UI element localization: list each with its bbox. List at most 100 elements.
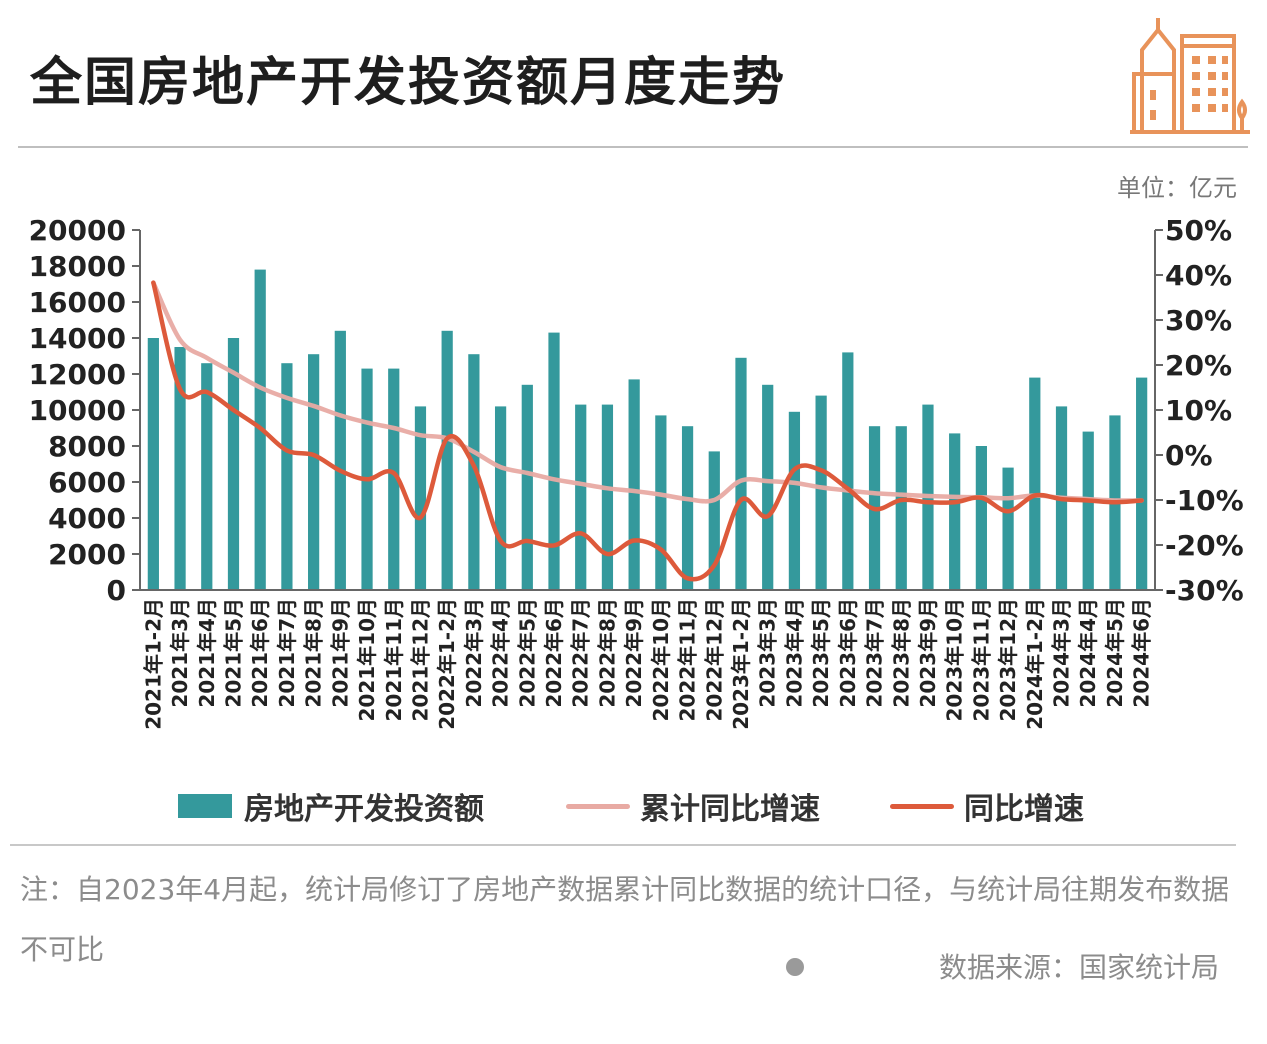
- x-tick-label: 2022年12月: [702, 598, 726, 722]
- bar: [949, 433, 961, 590]
- legend-swatch-yoy: [890, 803, 954, 809]
- x-tick-label: 2021年3月: [168, 598, 192, 708]
- legend-label-yoy: 同比增速: [964, 792, 1084, 827]
- yoy-line: [151, 280, 1144, 582]
- legend-label-bars: 房地产开发投资额: [244, 792, 484, 827]
- y2-tick-label: 40%: [1165, 259, 1232, 292]
- x-tick-label: 2023年4月: [782, 598, 806, 708]
- footer-divider: [10, 844, 1236, 846]
- bar: [708, 451, 720, 590]
- y-tick-label: 20000: [29, 214, 126, 247]
- x-tick-label: 2021年12月: [408, 598, 432, 722]
- x-tick-label: 2023年9月: [916, 598, 940, 708]
- bar: [174, 347, 186, 590]
- x-tick-label: 2023年6月: [836, 598, 860, 708]
- y-tick-label: 2000: [48, 538, 126, 571]
- bar: [441, 330, 453, 590]
- x-tick-label: 2022年3月: [462, 598, 486, 708]
- x-tick-label: 2021年1-2月: [141, 598, 165, 730]
- bar: [281, 363, 293, 590]
- bar: [201, 363, 213, 590]
- y-tick-label: 4000: [48, 502, 126, 535]
- x-tick-label: 2024年1-2月: [1023, 598, 1047, 730]
- legend-label-cumulative: 累计同比增速: [640, 792, 820, 827]
- x-tick-label: 2022年5月: [515, 598, 539, 708]
- bar: [494, 406, 507, 590]
- x-tick-label: 2022年4月: [489, 598, 513, 708]
- x-tick-label: 2023年11月: [969, 598, 993, 722]
- x-tick-label: 2022年9月: [622, 598, 646, 708]
- y-tick-label: 10000: [29, 394, 126, 427]
- legend-item-bars: 房地产开发投资额: [178, 784, 484, 828]
- chart-legend: 房地产开发投资额 累计同比增速 同比增速: [0, 784, 1267, 828]
- bar: [575, 404, 587, 590]
- bar: [762, 384, 774, 590]
- legend-swatch-bars: [178, 794, 232, 818]
- bar: [147, 338, 159, 590]
- x-tick-label: 2022年1-2月: [435, 598, 459, 730]
- bar: [601, 404, 614, 590]
- bar: [788, 411, 801, 590]
- y-tick-label: 14000: [29, 322, 126, 355]
- y2-tick-label: 50%: [1165, 214, 1232, 247]
- x-tick-label: 2023年5月: [809, 598, 833, 708]
- bar: [227, 338, 240, 590]
- y-tick-label: 6000: [48, 466, 126, 499]
- x-tick-label: 2021年11月: [382, 598, 406, 722]
- bar: [308, 354, 320, 590]
- bar: [1002, 467, 1014, 590]
- x-tick-label: 2024年6月: [1130, 598, 1154, 708]
- bar: [895, 426, 907, 590]
- bar: [628, 379, 640, 590]
- x-tick-label: 2022年8月: [595, 598, 619, 708]
- bar: [655, 415, 667, 590]
- cumulative-yoy-line: [151, 280, 1144, 504]
- bar: [735, 357, 747, 590]
- legend-swatch-cumulative: [566, 803, 630, 809]
- x-tick-label: 2022年7月: [569, 598, 593, 708]
- x-tick-label: 2023年7月: [863, 598, 887, 708]
- y2-tick-label: 0%: [1165, 439, 1213, 472]
- bar: [334, 330, 346, 590]
- y2-tick-label: -10%: [1165, 484, 1244, 517]
- unit-label: 单位：亿元: [1117, 174, 1237, 202]
- bar: [842, 352, 854, 590]
- data-source: 数据来源：国家统计局: [938, 951, 1219, 984]
- title-divider: [18, 146, 1248, 148]
- y-tick-label: 12000: [29, 358, 126, 391]
- bar: [414, 406, 427, 590]
- x-tick-label: 2023年1-2月: [729, 598, 753, 730]
- y-tick-label: 18000: [29, 250, 126, 283]
- x-tick-label: 2023年8月: [889, 598, 913, 708]
- legend-item-yoy: 同比增速: [890, 784, 1084, 828]
- x-tick-label: 2021年10月: [355, 598, 379, 722]
- footnote: 注：自2023年4月起，统计局修订了房地产数据累计同比数据的统计口径，与统计局往…: [20, 873, 1230, 966]
- y-tick-label: 8000: [48, 430, 126, 463]
- bar: [1029, 377, 1041, 590]
- bar: [815, 395, 827, 590]
- x-tick-label: 2021年7月: [275, 598, 299, 708]
- x-tick-label: 2021年4月: [195, 598, 219, 708]
- building-logo-icon: [1130, 18, 1250, 134]
- y-tick-label: 0: [107, 574, 126, 607]
- y2-tick-label: 30%: [1165, 304, 1232, 337]
- bar: [521, 384, 533, 590]
- x-tick-label: 2022年10月: [649, 598, 673, 722]
- x-tick-label: 2023年10月: [943, 598, 967, 722]
- bar: [1136, 377, 1148, 590]
- x-tick-label: 2024年3月: [1050, 598, 1074, 708]
- bar: [1082, 431, 1094, 590]
- bullet-dot-icon: [786, 958, 804, 976]
- y-tick-label: 16000: [29, 286, 126, 319]
- x-tick-label: 2021年5月: [221, 598, 245, 708]
- bar: [681, 426, 694, 590]
- y2-tick-label: 20%: [1165, 349, 1232, 382]
- y2-tick-label: -20%: [1165, 529, 1244, 562]
- bar: [388, 368, 400, 590]
- x-tick-label: 2021年9月: [328, 598, 352, 708]
- bar: [468, 354, 480, 590]
- x-tick-label: 2024年4月: [1076, 598, 1100, 708]
- page-title: 全国房地产开发投资额月度走势: [30, 53, 787, 113]
- x-tick-label: 2023年12月: [996, 598, 1020, 722]
- x-tick-label: 2021年8月: [302, 598, 326, 708]
